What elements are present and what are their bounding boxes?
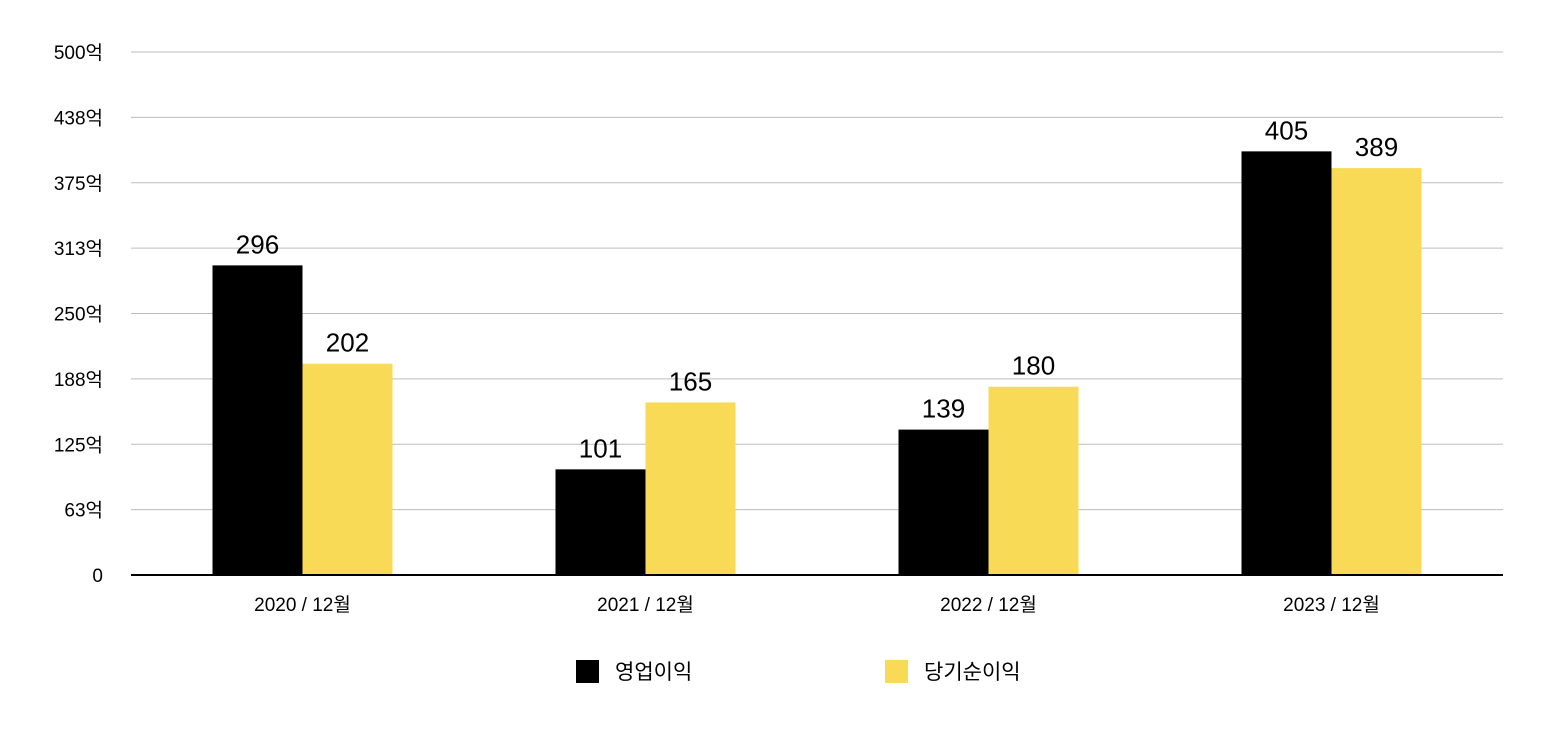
data-label: 202 <box>326 328 369 358</box>
bar-operating-profit <box>212 265 303 575</box>
bar-operating-profit <box>555 469 646 575</box>
y-axis-ticks: 0 63억 125억 188억 250억 313억 375억 438억 500억 <box>54 42 103 587</box>
data-label: 165 <box>669 366 712 396</box>
bar-operating-profit <box>1241 151 1332 575</box>
y-tick-label: 188억 <box>54 369 103 391</box>
bars <box>212 151 1422 575</box>
data-label: 296 <box>236 229 279 259</box>
x-tick-label: 2023 / 12월 <box>1283 594 1380 616</box>
data-label: 389 <box>1355 132 1398 162</box>
y-tick-label: 125억 <box>54 434 103 456</box>
bar-net-income <box>988 386 1079 575</box>
legend-label: 영업이익 <box>615 661 692 684</box>
bar-operating-profit <box>898 429 989 575</box>
bar-net-income <box>1331 168 1422 575</box>
data-label: 101 <box>579 433 622 463</box>
bar-net-income <box>645 402 736 575</box>
x-tick-label: 2020 / 12월 <box>254 594 351 616</box>
legend: 영업이익 당기순이익 <box>576 660 1021 684</box>
x-tick-label: 2021 / 12월 <box>597 594 694 616</box>
y-tick-label: 313억 <box>54 238 103 260</box>
y-tick-label: 500억 <box>54 42 103 64</box>
data-labels: 296 202 101 165 139 180 405 389 <box>236 115 1398 463</box>
y-tick-label: 375억 <box>54 173 103 195</box>
legend-swatch <box>885 660 908 683</box>
legend-label: 당기순이익 <box>924 661 1021 684</box>
data-label: 180 <box>1012 351 1055 381</box>
data-label: 405 <box>1265 115 1308 145</box>
x-axis-ticks: 2020 / 12월 2021 / 12월 2022 / 12월 2023 / 12월 <box>254 594 1380 616</box>
data-label: 139 <box>922 394 965 424</box>
legend-swatch <box>576 660 599 683</box>
y-tick-label: 250억 <box>54 304 103 326</box>
y-tick-label: 63억 <box>64 500 103 522</box>
x-tick-label: 2022 / 12월 <box>940 594 1037 616</box>
bar-net-income <box>302 363 393 575</box>
y-tick-label: 438억 <box>54 107 103 129</box>
y-tick-label: 0 <box>92 566 103 587</box>
